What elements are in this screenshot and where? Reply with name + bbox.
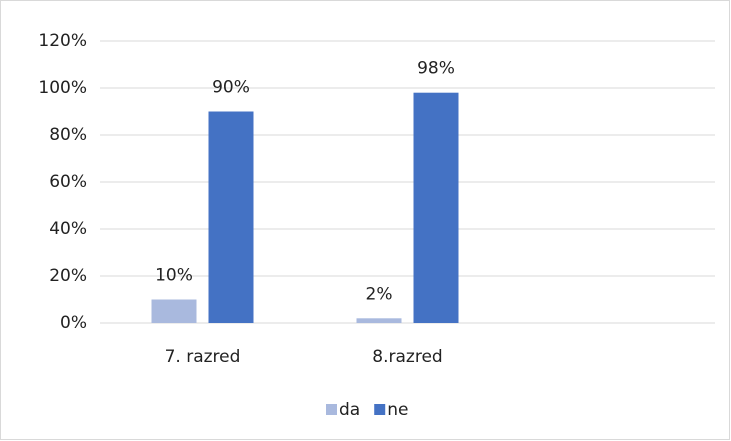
y-tick-label: 0% xyxy=(60,313,87,333)
bar xyxy=(151,299,197,323)
y-tick-label: 100% xyxy=(38,78,87,98)
y-tick-label: 120% xyxy=(38,31,87,51)
bar xyxy=(356,318,402,323)
y-tick-label: 80% xyxy=(49,125,87,145)
bar xyxy=(208,111,254,323)
data-label: 10% xyxy=(155,266,193,286)
x-tick-label: 8.razred xyxy=(372,347,442,367)
y-tick-label: 20% xyxy=(49,266,87,286)
bar xyxy=(413,92,459,323)
legend-label: da xyxy=(339,400,360,420)
legend-swatch xyxy=(374,404,386,415)
legend-label: ne xyxy=(387,400,408,420)
x-tick-label: 7. razred xyxy=(165,347,241,367)
data-label: 2% xyxy=(366,284,393,304)
y-tick-label: 40% xyxy=(49,219,87,239)
data-label: 90% xyxy=(212,78,250,98)
y-tick-label: 60% xyxy=(49,172,87,192)
data-label: 98% xyxy=(417,59,455,79)
legend-swatch xyxy=(326,404,337,415)
